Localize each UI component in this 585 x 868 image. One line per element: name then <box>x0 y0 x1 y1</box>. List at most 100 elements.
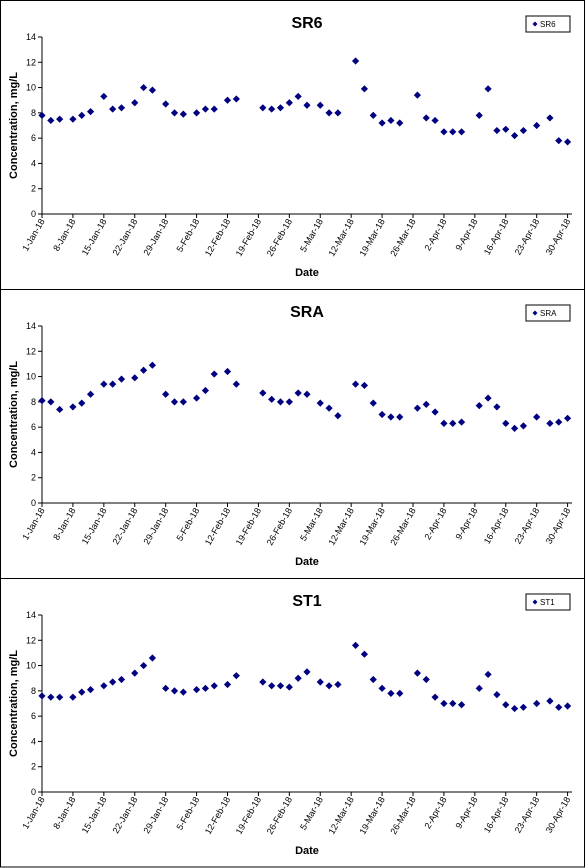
data-point <box>47 116 55 125</box>
data-point <box>109 678 117 686</box>
data-point <box>334 680 342 689</box>
data-point <box>413 91 422 99</box>
data-point <box>555 137 563 145</box>
data-point <box>510 424 519 433</box>
data-point <box>268 682 276 690</box>
data-point <box>162 100 170 108</box>
x-tick-label: 15-Jan-18 <box>80 217 109 257</box>
data-point <box>533 413 541 421</box>
data-point <box>316 399 324 407</box>
x-tick-label: 26-Mar-18 <box>388 506 417 547</box>
x-tick-label: 5-Feb-18 <box>174 506 201 543</box>
y-tick-label: 10 <box>26 372 36 382</box>
data-point <box>78 111 86 119</box>
data-point <box>457 418 466 426</box>
chart-panel: SR6 Concentration, mg/L Date 0 2 4 6 8 10 12 14 1-J… <box>0 0 585 290</box>
x-tick-label: 16-Apr-18 <box>482 795 511 835</box>
data-point <box>139 83 148 92</box>
data-point <box>139 661 148 670</box>
y-tick-label: 10 <box>26 661 36 671</box>
y-tick-label: 2 <box>31 473 36 483</box>
data-point <box>210 370 218 378</box>
data-point <box>47 398 55 406</box>
x-tick-label: 29-Jan-18 <box>141 217 170 257</box>
data-point <box>148 86 157 94</box>
data-point <box>519 422 528 430</box>
y-tick-label: 0 <box>31 209 36 219</box>
data-point <box>78 399 86 407</box>
data-point <box>334 412 342 420</box>
x-tick-label: 19-Feb-18 <box>234 217 263 258</box>
legend-marker <box>532 21 538 27</box>
legend-marker <box>532 310 538 316</box>
data-point <box>162 684 170 692</box>
data-point <box>38 396 46 405</box>
legend-box <box>525 304 571 322</box>
data-point <box>179 398 187 406</box>
data-point <box>316 101 324 109</box>
x-tick-label: 29-Jan-18 <box>141 506 170 546</box>
x-tick-label: 26-Feb-18 <box>265 217 294 258</box>
data-point <box>325 109 333 117</box>
data-point <box>109 380 117 388</box>
x-tick-label: 16-Apr-18 <box>482 217 511 257</box>
data-point <box>369 675 377 684</box>
y-tick-label: 4 <box>31 158 36 168</box>
x-tick-label: 1-Jan-18 <box>20 506 46 542</box>
x-tick-label: 5-Mar-18 <box>298 217 325 254</box>
data-point <box>519 126 528 135</box>
data-point <box>484 670 492 679</box>
data-point <box>351 57 360 65</box>
data-point <box>179 688 187 696</box>
chart-panel: ST1 Concentration, mg/L Date 0 2 4 6 8 10 12 14 1-J… <box>0 578 585 868</box>
y-tick-label: 6 <box>31 422 36 432</box>
y-tick-label: 8 <box>31 397 36 407</box>
data-point <box>369 111 377 119</box>
data-point <box>533 121 541 130</box>
y-axis-label: Concentration, mg/L <box>8 72 20 179</box>
data-point <box>303 668 311 676</box>
data-point <box>510 132 519 140</box>
data-point <box>86 107 95 116</box>
data-point <box>440 128 448 136</box>
data-point <box>396 119 404 127</box>
data-point <box>223 96 232 104</box>
data-point <box>502 125 510 133</box>
x-tick-label: 12-Mar-18 <box>326 795 355 836</box>
data-point <box>179 110 187 118</box>
data-point <box>387 689 395 697</box>
data-point <box>232 380 240 388</box>
y-tick-label: 4 <box>31 736 36 746</box>
x-tick-label: 5-Feb-18 <box>174 795 201 832</box>
x-tick-label: 23-Apr-18 <box>513 506 542 546</box>
data-point <box>162 390 170 398</box>
x-axis-label: Date <box>295 556 319 568</box>
data-point <box>555 703 563 711</box>
x-tick-label: 15-Jan-18 <box>80 506 109 546</box>
data-point <box>387 116 395 125</box>
data-point <box>493 691 501 699</box>
x-tick-label: 30-Apr-18 <box>544 217 573 257</box>
x-tick-label: 9-Apr-18 <box>453 217 479 252</box>
data-point <box>396 689 404 697</box>
x-tick-label: 9-Apr-18 <box>453 795 479 830</box>
data-point <box>422 400 430 408</box>
legend-box <box>525 593 571 611</box>
data-point <box>131 374 139 382</box>
data-point <box>413 404 422 412</box>
y-tick-label: 12 <box>26 635 36 645</box>
data-point <box>325 404 333 412</box>
y-tick-label: 14 <box>26 610 36 620</box>
data-point <box>276 682 285 690</box>
data-point <box>268 105 276 113</box>
data-point <box>519 703 528 711</box>
data-point <box>360 85 369 93</box>
x-tick-label: 19-Feb-18 <box>234 795 263 836</box>
data-point <box>294 92 302 101</box>
data-point <box>210 105 218 113</box>
data-point <box>69 693 77 701</box>
data-point <box>431 693 439 701</box>
data-point <box>457 128 466 136</box>
x-tick-label: 2-Apr-18 <box>422 795 448 830</box>
